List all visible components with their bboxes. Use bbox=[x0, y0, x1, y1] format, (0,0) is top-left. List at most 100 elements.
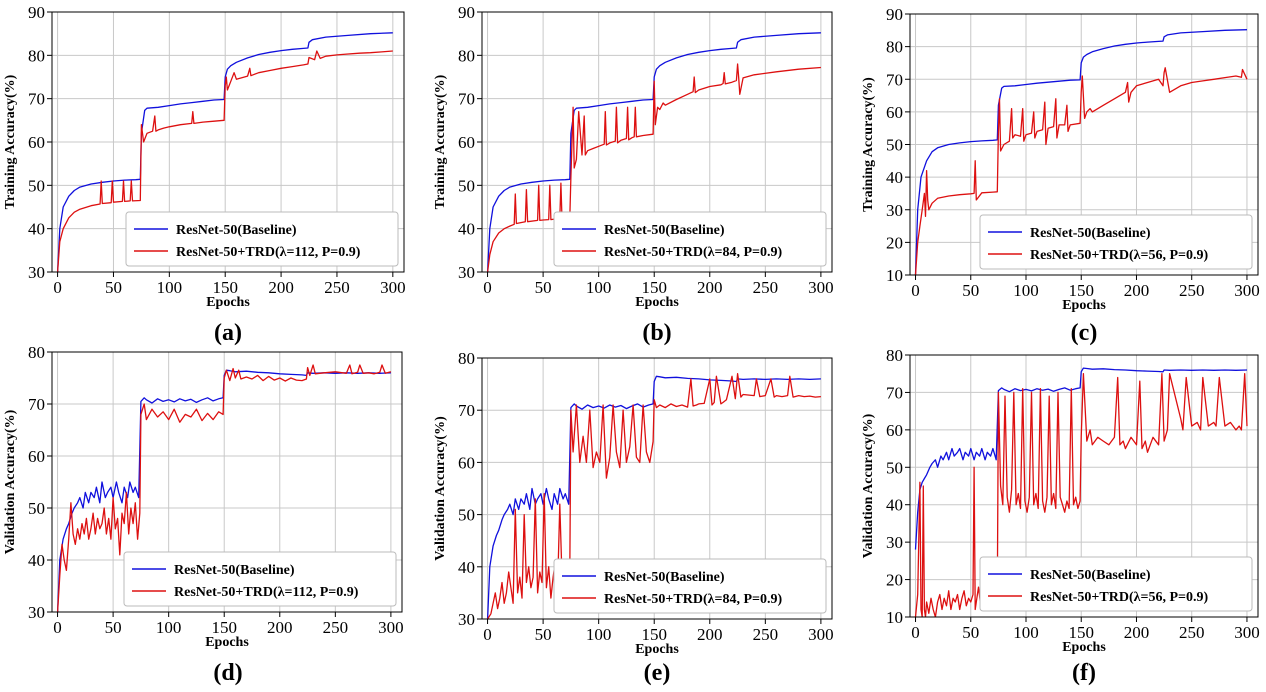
x-tick-label: 50 bbox=[105, 618, 122, 637]
x-tick-label: 100 bbox=[1013, 623, 1039, 642]
x-tick-label: 250 bbox=[753, 625, 779, 644]
legend-box bbox=[979, 556, 1253, 612]
x-tick-label: 200 bbox=[1124, 623, 1150, 642]
y-tick-label: 90 bbox=[28, 3, 45, 22]
y-axis-label: Training Accuracy(%) bbox=[3, 74, 18, 209]
x-tick-label: 100 bbox=[156, 618, 182, 637]
x-tick-label: 200 bbox=[268, 278, 294, 297]
y-tick-label: 80 bbox=[886, 346, 903, 365]
x-tick-label: 200 bbox=[1124, 281, 1150, 300]
x-tick-label: 300 bbox=[808, 278, 834, 297]
x-tick-label: 250 bbox=[1179, 281, 1205, 300]
y-tick-label: 70 bbox=[458, 90, 475, 109]
y-tick-label: 30 bbox=[28, 603, 45, 622]
legend-box bbox=[553, 558, 827, 614]
panel-label: (f) bbox=[1072, 660, 1096, 686]
x-tick-label: 300 bbox=[1234, 281, 1260, 300]
x-tick-label: 0 bbox=[53, 618, 62, 637]
series-line-trd bbox=[56, 50, 393, 272]
x-tick-label: 200 bbox=[267, 618, 293, 637]
plot-frame bbox=[51, 351, 403, 613]
panel-label: (c) bbox=[1071, 320, 1098, 346]
y-tick-label: 50 bbox=[886, 136, 903, 155]
x-tick-label: 300 bbox=[378, 618, 404, 637]
x-tick-label: 250 bbox=[323, 618, 349, 637]
x-tick-label: 250 bbox=[1179, 623, 1205, 642]
y-axis-label: Validation Accuracy(%) bbox=[433, 416, 448, 561]
x-tick-label: 50 bbox=[962, 281, 979, 300]
y-tick-label: 40 bbox=[886, 496, 903, 515]
chart-panel-6: 0 50 100 150 200 250 300 10 20 30 40 50 60 70 80 Epochs… bbox=[861, 346, 1260, 686]
series-line-trd bbox=[914, 67, 1248, 275]
y-tick-label: 80 bbox=[28, 46, 45, 65]
panel-label: (b) bbox=[642, 320, 671, 346]
y-tick-label: 30 bbox=[886, 533, 903, 552]
y-axis-label: Training Accuracy(%) bbox=[433, 74, 448, 209]
y-tick-label: 40 bbox=[886, 168, 903, 187]
y-tick-label: 30 bbox=[458, 263, 475, 282]
legend-label: ResNet-50(Baseline) bbox=[1030, 226, 1151, 241]
legend-label: ResNet-50+TRD(λ=84, P=0.9) bbox=[604, 592, 783, 607]
series-line-trd bbox=[486, 63, 821, 272]
x-tick-label: 0 bbox=[911, 281, 920, 300]
legend-box bbox=[123, 551, 397, 607]
x-tick-label: 150 bbox=[641, 278, 667, 297]
y-tick-label: 10 bbox=[886, 266, 903, 285]
y-tick-label: 70 bbox=[886, 383, 903, 402]
chart-panel-1: 0 50 100 150 200 250 300 30 40 50 60 70 80 90 Epochs Tr… bbox=[3, 3, 406, 346]
x-axis-label: Epochs bbox=[635, 295, 679, 310]
x-axis-label: Epochs bbox=[1062, 640, 1106, 655]
y-tick-label: 20 bbox=[886, 571, 903, 590]
x-axis-label: Epochs bbox=[635, 642, 679, 657]
series-line-baseline bbox=[486, 32, 821, 272]
series-line-baseline bbox=[56, 369, 391, 612]
x-tick-label: 300 bbox=[808, 625, 834, 644]
y-axis-label: Training Accuracy(%) bbox=[861, 77, 876, 212]
x-tick-label: 150 bbox=[641, 625, 667, 644]
x-tick-label: 250 bbox=[324, 278, 350, 297]
legend-label: ResNet-50(Baseline) bbox=[174, 563, 295, 578]
legend-label: ResNet-50(Baseline) bbox=[176, 223, 297, 238]
x-tick-label: 0 bbox=[483, 625, 492, 644]
chart-panel-2: 0 50 100 150 200 250 300 30 40 50 60 70 80 90 Epochs Tr… bbox=[433, 3, 834, 346]
series-line-trd bbox=[56, 364, 392, 612]
x-tick-label: 250 bbox=[753, 278, 779, 297]
y-tick-label: 30 bbox=[886, 201, 903, 220]
x-tick-label: 150 bbox=[212, 278, 238, 297]
panel-label: (d) bbox=[213, 660, 242, 686]
y-tick-label: 60 bbox=[28, 133, 45, 152]
chart-panel-3: 0 50 100 150 200 250 300 10 20 30 40 50 60 70 80 90 Epoc… bbox=[861, 5, 1260, 346]
y-tick-label: 60 bbox=[458, 133, 475, 152]
y-axis-label: Validation Accuracy(%) bbox=[3, 409, 18, 554]
series-line-baseline bbox=[56, 32, 393, 272]
plot-frame bbox=[481, 357, 833, 620]
legend-box bbox=[979, 214, 1253, 270]
x-tick-label: 50 bbox=[962, 623, 979, 642]
series-line-trd bbox=[914, 373, 1248, 617]
y-tick-label: 80 bbox=[28, 343, 45, 362]
x-axis-label: Epochs bbox=[205, 635, 249, 650]
series-line-trd bbox=[487, 373, 821, 619]
panel-label: (e) bbox=[644, 660, 671, 686]
legend-label: ResNet-50+TRD(λ=56, P=0.9) bbox=[1030, 590, 1209, 605]
x-tick-label: 50 bbox=[535, 625, 552, 644]
y-tick-label: 90 bbox=[458, 3, 475, 22]
x-tick-label: 50 bbox=[535, 278, 552, 297]
y-tick-label: 70 bbox=[458, 401, 475, 420]
legend-label: ResNet-50(Baseline) bbox=[604, 223, 725, 238]
y-tick-label: 60 bbox=[28, 447, 45, 466]
y-tick-label: 70 bbox=[886, 70, 903, 89]
y-tick-label: 80 bbox=[886, 38, 903, 57]
y-tick-label: 10 bbox=[886, 608, 903, 627]
y-tick-label: 70 bbox=[28, 395, 45, 414]
x-tick-label: 0 bbox=[483, 278, 492, 297]
chart-panel-4: 0 50 100 150 200 250 300 30 40 50 60 70 80 Epochs Vali… bbox=[3, 343, 404, 686]
y-tick-label: 50 bbox=[458, 176, 475, 195]
legend-label: ResNet-50+TRD(λ=84, P=0.9) bbox=[604, 245, 783, 260]
x-tick-label: 50 bbox=[105, 278, 122, 297]
legend-label: ResNet-50+TRD(λ=112, P=0.9) bbox=[174, 585, 359, 600]
series-line-baseline bbox=[914, 367, 1248, 550]
x-tick-label: 150 bbox=[1068, 281, 1094, 300]
y-tick-label: 70 bbox=[28, 90, 45, 109]
